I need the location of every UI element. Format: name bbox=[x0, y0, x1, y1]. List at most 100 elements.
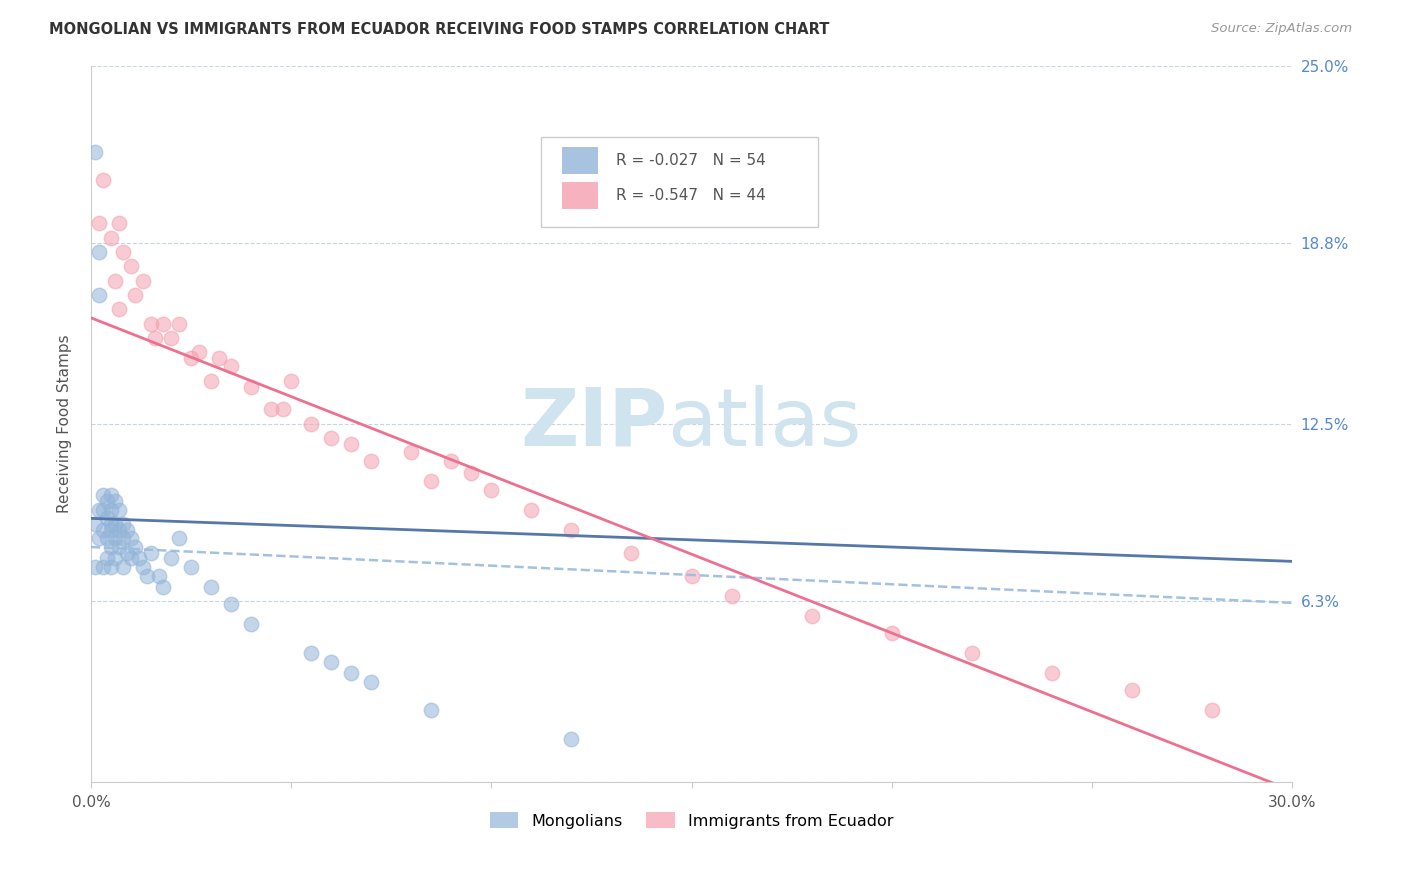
Point bbox=[219, 598, 242, 612]
FancyBboxPatch shape bbox=[541, 137, 818, 227]
Point bbox=[104, 517, 127, 532]
Point bbox=[440, 454, 463, 468]
Point bbox=[360, 674, 382, 689]
Point bbox=[180, 351, 202, 365]
Point bbox=[108, 502, 131, 516]
Point bbox=[96, 551, 118, 566]
Point bbox=[91, 488, 114, 502]
Text: R = -0.547   N = 44: R = -0.547 N = 44 bbox=[616, 188, 766, 202]
Point bbox=[104, 273, 127, 287]
Point bbox=[280, 374, 302, 388]
Point bbox=[520, 502, 543, 516]
Point bbox=[91, 560, 114, 574]
Text: MONGOLIAN VS IMMIGRANTS FROM ECUADOR RECEIVING FOOD STAMPS CORRELATION CHART: MONGOLIAN VS IMMIGRANTS FROM ECUADOR REC… bbox=[49, 22, 830, 37]
Bar bbox=[562, 147, 598, 175]
Point bbox=[91, 502, 114, 516]
Point bbox=[360, 454, 382, 468]
Point bbox=[152, 580, 174, 594]
Point bbox=[96, 532, 118, 546]
Point bbox=[87, 244, 110, 259]
Point bbox=[96, 494, 118, 508]
Point bbox=[167, 317, 190, 331]
Point bbox=[420, 703, 443, 717]
Point bbox=[120, 551, 142, 566]
Point bbox=[115, 523, 138, 537]
Point bbox=[124, 540, 146, 554]
Point bbox=[87, 288, 110, 302]
Point bbox=[620, 546, 643, 560]
Point bbox=[96, 511, 118, 525]
Point bbox=[321, 655, 343, 669]
Point bbox=[87, 502, 110, 516]
Point bbox=[139, 546, 162, 560]
Point bbox=[299, 646, 322, 660]
Point bbox=[111, 532, 134, 546]
Point bbox=[340, 437, 363, 451]
Point bbox=[124, 288, 146, 302]
Point bbox=[1040, 666, 1063, 681]
Point bbox=[219, 359, 242, 374]
Text: Source: ZipAtlas.com: Source: ZipAtlas.com bbox=[1212, 22, 1353, 36]
Text: R = -0.027   N = 54: R = -0.027 N = 54 bbox=[616, 153, 766, 169]
Point bbox=[108, 540, 131, 554]
Point bbox=[111, 517, 134, 532]
Point bbox=[100, 488, 122, 502]
Point bbox=[321, 431, 343, 445]
Text: ZIP: ZIP bbox=[520, 384, 668, 463]
Point bbox=[271, 402, 294, 417]
Point bbox=[1121, 683, 1143, 698]
Point bbox=[100, 560, 122, 574]
Point bbox=[87, 532, 110, 546]
Point bbox=[100, 502, 122, 516]
Text: atlas: atlas bbox=[668, 384, 862, 463]
Point bbox=[479, 483, 502, 497]
Point bbox=[111, 560, 134, 574]
Point bbox=[128, 551, 150, 566]
Point bbox=[299, 417, 322, 431]
Bar bbox=[562, 182, 598, 209]
Point bbox=[420, 474, 443, 488]
Point bbox=[84, 517, 107, 532]
Point bbox=[108, 216, 131, 230]
Point bbox=[681, 568, 703, 582]
Point bbox=[240, 617, 263, 632]
Point bbox=[208, 351, 231, 365]
Legend: Mongolians, Immigrants from Ecuador: Mongolians, Immigrants from Ecuador bbox=[484, 805, 900, 835]
Point bbox=[91, 173, 114, 187]
Point bbox=[84, 560, 107, 574]
Point bbox=[160, 331, 183, 345]
Point bbox=[87, 216, 110, 230]
Point bbox=[100, 230, 122, 244]
Point bbox=[800, 608, 823, 623]
Point bbox=[104, 551, 127, 566]
Point bbox=[560, 523, 582, 537]
Point bbox=[167, 532, 190, 546]
Point bbox=[399, 445, 422, 459]
Point bbox=[108, 523, 131, 537]
Point bbox=[91, 523, 114, 537]
Point bbox=[84, 145, 107, 159]
Point bbox=[100, 523, 122, 537]
Point bbox=[180, 560, 202, 574]
Point bbox=[115, 546, 138, 560]
Point bbox=[136, 568, 159, 582]
Point bbox=[104, 494, 127, 508]
Point bbox=[200, 374, 222, 388]
Point bbox=[139, 317, 162, 331]
Point bbox=[104, 532, 127, 546]
Point bbox=[100, 517, 122, 532]
Point bbox=[260, 402, 283, 417]
Point bbox=[120, 259, 142, 273]
Point bbox=[188, 345, 211, 359]
Point bbox=[143, 331, 166, 345]
Point bbox=[340, 666, 363, 681]
Point bbox=[720, 589, 742, 603]
Point bbox=[880, 626, 903, 640]
Point bbox=[240, 379, 263, 393]
Point bbox=[152, 317, 174, 331]
Point bbox=[111, 244, 134, 259]
Y-axis label: Receiving Food Stamps: Receiving Food Stamps bbox=[58, 334, 72, 513]
Point bbox=[108, 302, 131, 317]
Point bbox=[132, 560, 155, 574]
Point bbox=[100, 540, 122, 554]
